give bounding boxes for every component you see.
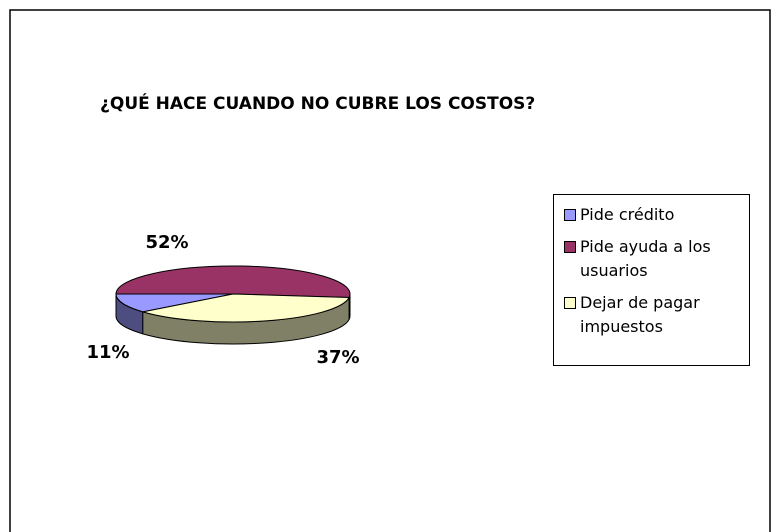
legend-label: Pide crédito <box>580 205 675 224</box>
legend-label: Pide ayuda a los usuarios <box>580 237 711 280</box>
slice <box>115 265 351 299</box>
chart-title: ¿QUÉ HACE CUANDO NO CUBRE LOS COSTOS? <box>100 92 535 114</box>
legend-label: Dejar de pagar impuestos <box>580 293 700 336</box>
slice <box>142 293 350 323</box>
legend-item: Pide ayuda a los usuarios <box>564 235 749 283</box>
legend-swatch <box>564 209 576 221</box>
chart-frame <box>9 9 771 532</box>
legend-swatch <box>564 241 576 253</box>
legend-item: Dejar de pagar impuestos <box>564 291 749 339</box>
data-label: 37% <box>316 347 359 368</box>
data-label: 11% <box>86 342 129 363</box>
legend-item: Pide crédito <box>564 203 749 227</box>
legend-swatch <box>564 297 576 309</box>
legend: Pide crédito Pide ayuda a los usuarios Dej… <box>553 194 750 366</box>
data-label: 52% <box>145 232 188 253</box>
